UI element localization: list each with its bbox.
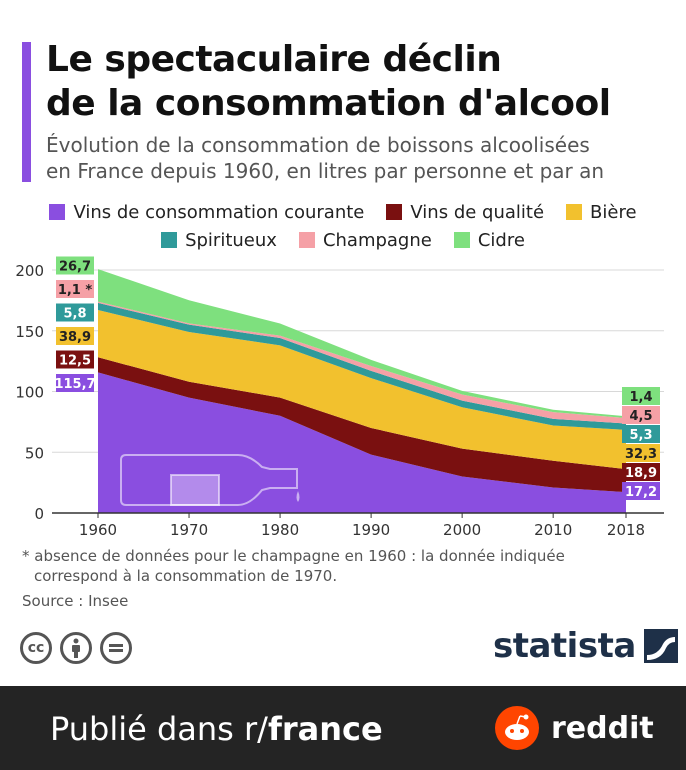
x-tick-label: 1980 (261, 521, 299, 539)
legend-label: Spiritueux (185, 229, 277, 251)
legend-swatch (298, 232, 315, 248)
value-label-box (56, 374, 94, 392)
value-label: 32,3 (625, 447, 657, 462)
value-label: 38,9 (59, 330, 91, 345)
legend-swatch (566, 204, 583, 220)
legend-label: Vins de consommation courante (73, 201, 365, 223)
y-tick-label: 150 (15, 323, 44, 341)
subtitle-line-1: Évolution de la consommation de boissons… (46, 133, 590, 157)
value-label-box (56, 256, 94, 275)
x-tick-label: 1990 (352, 521, 390, 539)
value-label: 1,1 * (58, 283, 93, 298)
subreddit-name[interactable]: france (267, 710, 383, 748)
legend-row-2: Spiritueux Champagne Cidre (0, 226, 686, 254)
x-tick-label: 2000 (443, 521, 481, 539)
legend-label: Champagne (322, 229, 432, 251)
y-tick-label: 100 (15, 384, 44, 402)
chart-subtitle: Évolution de la consommation de boissons… (46, 132, 676, 184)
stacked-area-chart: 0 50 100 150 200 1960 1970 1980 1990 2000 2010 2018… (15, 256, 664, 539)
legend-row-1: Vins de consommation courante Vins de qu… (0, 198, 686, 226)
legend-item-biere: Bière (566, 202, 637, 223)
legend-item-vins-qualite: Vins de qualité (386, 202, 544, 223)
value-label: 5,8 (63, 307, 86, 322)
value-label: 18,9 (625, 466, 657, 481)
area-series-2 (98, 309, 626, 470)
no-derivatives-icon (100, 632, 132, 664)
area-series-3 (98, 302, 626, 430)
value-label: 5,3 (629, 428, 652, 443)
reddit-logo[interactable]: reddit (495, 706, 654, 750)
x-tick-label: 1970 (170, 521, 208, 539)
attribution-icon (60, 632, 92, 664)
license-icons: cc (20, 632, 132, 664)
value-label-box (622, 482, 660, 500)
statista-mark-icon (643, 629, 678, 663)
chart-legend: Vins de consommation courante Vins de qu… (0, 198, 686, 254)
source-label: Source : Insee (22, 592, 129, 610)
value-label-box (56, 280, 94, 298)
reddit-wordmark: reddit (551, 710, 654, 746)
title-accent-bar (22, 42, 31, 182)
value-label-box (56, 303, 94, 322)
value-label-box (56, 327, 94, 345)
legend-swatch (161, 232, 178, 248)
legend-item-champagne: Champagne (298, 229, 432, 251)
title-line-2: de la consommation d'alcool (46, 83, 611, 124)
footer-bar: Publié dans r/france reddit (0, 686, 686, 770)
footnote-line-2: correspond à la consommation de 1970. (34, 567, 338, 585)
statista-logo: statista (493, 626, 678, 666)
legend-label: Cidre (477, 229, 525, 251)
legend-item-spiritueux: Spiritueux (161, 230, 277, 251)
y-tick-label: 50 (25, 444, 44, 462)
drop-icon (296, 491, 300, 502)
value-label: 1,4 (629, 390, 652, 405)
value-label-box (622, 425, 660, 443)
bottle-label-icon (170, 474, 220, 506)
statista-wordmark: statista (493, 626, 636, 666)
footnote-line-1: * absence de données pour le champagne e… (22, 547, 565, 565)
y-tick-label: 200 (15, 262, 44, 280)
legend-label: Bière (590, 201, 637, 223)
legend-swatch (49, 204, 66, 220)
bottle-outline-icon (120, 454, 298, 506)
value-label: 4,5 (629, 409, 652, 424)
x-tick-label: 2010 (534, 521, 572, 539)
legend-swatch (386, 204, 403, 220)
chart-title: Le spectaculaire déclin de la consommati… (46, 38, 676, 126)
value-label: 115,7 (54, 377, 95, 392)
legend-label: Vins de qualité (410, 201, 545, 223)
footer-prefix: Publié dans r/ (50, 710, 268, 748)
footnote: * absence de données pour le champagne e… (22, 546, 622, 586)
value-label-box (622, 444, 660, 462)
value-label: 12,5 (59, 354, 91, 369)
legend-item-cidre: Cidre (453, 229, 525, 251)
area-series-1 (98, 357, 626, 493)
y-tick-label: 0 (34, 505, 44, 523)
cc-icon: cc (20, 632, 52, 664)
subtitle-line-2: en France depuis 1960, en litres par per… (46, 159, 605, 183)
value-label-box (56, 350, 94, 369)
title-line-1: Le spectaculaire déclin (46, 39, 502, 80)
legend-swatch (453, 232, 470, 248)
value-label: 26,7 (59, 260, 91, 275)
value-label-box (622, 387, 660, 405)
legend-item-vins-courants: Vins de consommation courante (49, 202, 364, 223)
value-label: 17,2 (625, 485, 657, 500)
x-tick-label: 1960 (79, 521, 117, 539)
value-label-box (622, 406, 660, 424)
reddit-alien-icon (495, 706, 539, 750)
x-tick-label: 2018 (607, 521, 645, 539)
value-label-box (622, 463, 660, 481)
footer-caption: Publié dans r/france (50, 710, 383, 748)
area-series-0 (98, 372, 626, 513)
